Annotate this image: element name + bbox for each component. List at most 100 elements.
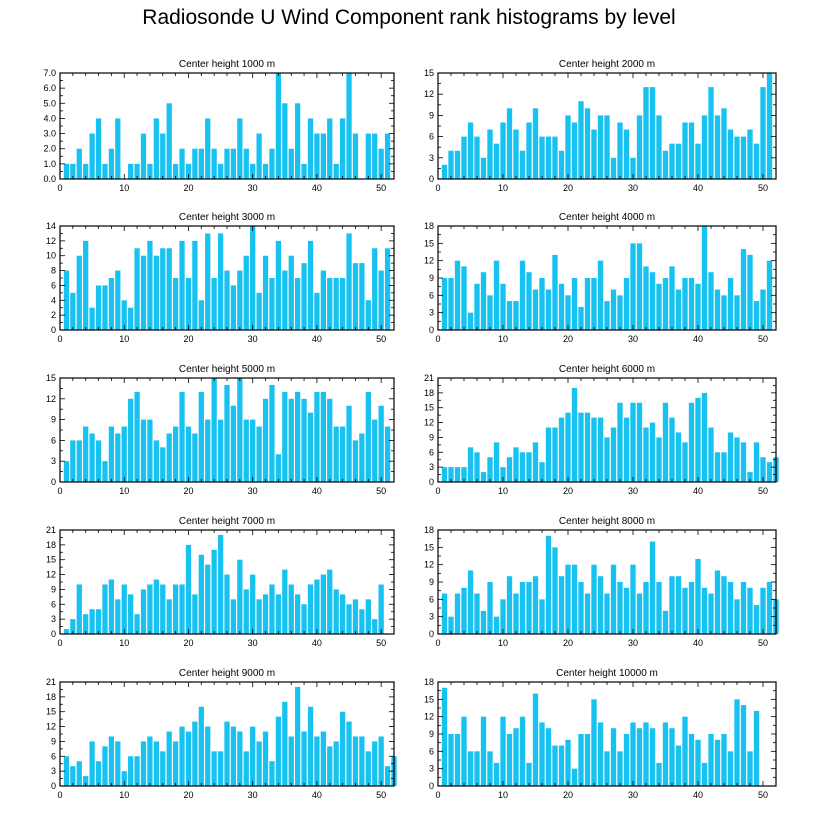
histogram-bar bbox=[552, 136, 558, 179]
histogram-bar bbox=[688, 734, 695, 786]
histogram-bar bbox=[230, 285, 237, 330]
histogram-bar bbox=[454, 260, 461, 330]
histogram-bar bbox=[630, 402, 636, 482]
histogram-panel: Center height 1000 m 0 10 20 30 40 50 0.0 1.0 2.0… bbox=[43, 59, 395, 193]
histogram-bar bbox=[545, 535, 552, 634]
histogram-bar bbox=[500, 283, 506, 330]
histogram-bar bbox=[747, 129, 753, 179]
y-tick-label: 18 bbox=[46, 540, 56, 550]
histogram-bar bbox=[295, 686, 301, 786]
histogram-bar bbox=[76, 148, 82, 179]
histogram-bar bbox=[480, 157, 487, 179]
histogram-bar bbox=[584, 412, 591, 482]
histogram-bar bbox=[669, 576, 675, 634]
histogram-bar bbox=[282, 103, 288, 179]
y-tick-label: 4.0 bbox=[43, 113, 56, 123]
histogram-bar bbox=[108, 579, 115, 634]
histogram-bar bbox=[558, 745, 565, 786]
histogram-bar bbox=[160, 447, 166, 482]
histogram-bar bbox=[441, 164, 448, 179]
histogram-bar bbox=[747, 254, 753, 330]
histogram-bar bbox=[441, 687, 448, 786]
histogram-bar bbox=[102, 584, 108, 634]
histogram-bar bbox=[153, 440, 159, 482]
y-tick-label: 12 bbox=[46, 236, 56, 246]
histogram-bar bbox=[513, 301, 519, 330]
histogram-bar bbox=[250, 726, 256, 786]
x-tick-label: 0 bbox=[435, 334, 440, 344]
y-tick-label: 3 bbox=[429, 764, 434, 774]
histogram-bar bbox=[643, 87, 649, 179]
histogram-bar bbox=[695, 558, 701, 634]
histogram-bar bbox=[571, 278, 578, 330]
histogram-bar bbox=[513, 593, 519, 634]
histogram-bar bbox=[656, 283, 662, 330]
histogram-bar bbox=[461, 136, 467, 179]
histogram-bar bbox=[128, 307, 134, 330]
histogram-bar bbox=[147, 163, 153, 179]
histogram-bar bbox=[128, 594, 134, 634]
histogram-bar bbox=[675, 432, 682, 482]
histogram-bar bbox=[480, 272, 487, 330]
histogram-bar bbox=[721, 295, 727, 330]
histogram-bar bbox=[760, 457, 766, 482]
histogram-bar bbox=[643, 266, 649, 330]
histogram-bar bbox=[275, 716, 282, 786]
histogram-bar bbox=[230, 405, 237, 482]
histogram-bar bbox=[656, 762, 662, 786]
histogram-bar bbox=[454, 593, 461, 634]
histogram-bar bbox=[365, 133, 371, 179]
histogram-bar bbox=[275, 594, 282, 634]
histogram-bar bbox=[83, 426, 89, 482]
histogram-bar bbox=[378, 270, 384, 330]
histogram-bar bbox=[307, 584, 314, 634]
histogram-bar bbox=[140, 133, 147, 179]
histogram-bar bbox=[384, 133, 391, 179]
histogram-bar bbox=[610, 728, 617, 786]
y-tick-label: 15 bbox=[46, 373, 56, 383]
histogram-bar bbox=[688, 122, 695, 179]
histogram-bar bbox=[95, 118, 102, 179]
histogram-bar bbox=[262, 163, 269, 179]
y-tick-label: 18 bbox=[424, 388, 434, 398]
histogram-bar bbox=[584, 108, 591, 179]
histogram-bar bbox=[740, 442, 747, 482]
histogram-bar bbox=[500, 599, 506, 634]
histogram-bar bbox=[333, 589, 339, 634]
y-tick-label: 21 bbox=[46, 525, 56, 535]
x-tick-label: 50 bbox=[376, 486, 386, 496]
histogram-bar bbox=[441, 278, 448, 330]
x-tick-label: 50 bbox=[758, 183, 768, 193]
histogram-bar bbox=[649, 422, 656, 482]
histogram-bar bbox=[160, 584, 166, 634]
histogram-bar bbox=[441, 467, 448, 482]
histogram-bar bbox=[243, 255, 249, 330]
histogram-bar bbox=[63, 629, 70, 634]
histogram-bar bbox=[753, 442, 760, 482]
histogram-bar bbox=[708, 272, 714, 330]
histogram-bar bbox=[682, 122, 688, 179]
histogram-bar bbox=[250, 419, 256, 482]
x-tick-label: 20 bbox=[563, 486, 573, 496]
histogram-bar bbox=[441, 593, 448, 634]
histogram-bar bbox=[320, 133, 326, 179]
histogram-bar bbox=[675, 143, 682, 179]
histogram-bar bbox=[669, 417, 675, 482]
histogram-bar bbox=[384, 248, 391, 330]
histogram-bar bbox=[269, 384, 275, 482]
y-tick-label: 9 bbox=[429, 729, 434, 739]
histogram-bar bbox=[153, 741, 159, 786]
histogram-bar bbox=[83, 614, 89, 634]
histogram-bar bbox=[760, 587, 766, 634]
histogram-bar bbox=[275, 73, 282, 179]
x-tick-label: 20 bbox=[563, 790, 573, 800]
histogram-bar bbox=[467, 312, 474, 330]
histogram-bar bbox=[539, 278, 545, 330]
x-tick-label: 10 bbox=[498, 790, 508, 800]
x-tick-label: 40 bbox=[693, 638, 703, 648]
histogram-bar bbox=[526, 762, 532, 786]
histogram-bar bbox=[487, 751, 493, 786]
histogram-bar bbox=[584, 593, 591, 634]
histogram-bar bbox=[307, 118, 314, 179]
histogram-bar bbox=[89, 609, 95, 634]
